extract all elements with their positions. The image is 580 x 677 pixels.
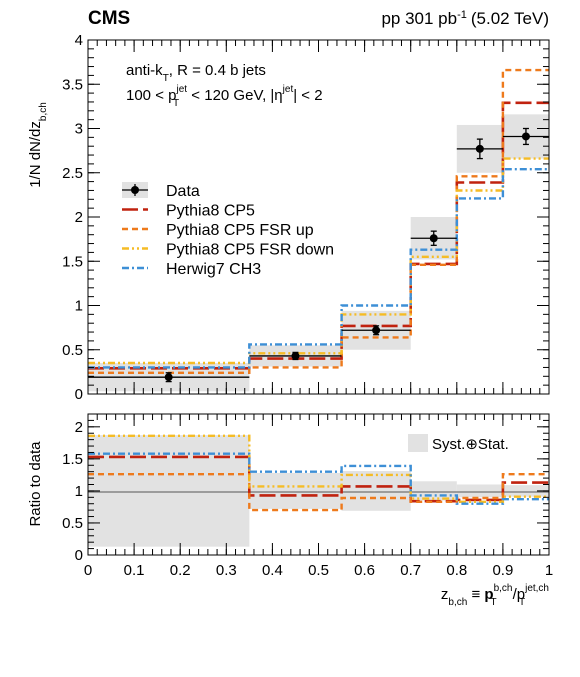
ratio-band-bin bbox=[88, 435, 250, 547]
ratio-x-axis: 0 0.1 0.2 0.3 0.4 0.5 0.6 0.7 0.8 0.9 1 bbox=[84, 414, 553, 579]
main-y-axis-label: 1/N dN/dzb,ch bbox=[27, 102, 49, 188]
main-series-line bbox=[88, 68, 549, 374]
x-tick-label: 0.5 bbox=[308, 562, 329, 579]
data-point bbox=[164, 373, 173, 382]
main-series-line bbox=[88, 168, 549, 369]
ratio-band-bin bbox=[456, 484, 503, 498]
ratio-legend-swatch bbox=[408, 434, 428, 452]
annotation-line1: anti-kT, R = 0.4 b jets bbox=[126, 62, 266, 84]
ratio-y-axis: 0 0.5 1 1.5 2 bbox=[62, 413, 549, 564]
y-tick-label: 3 bbox=[75, 121, 83, 138]
ratio-band-bin bbox=[341, 471, 411, 511]
y-tick-label: 0 bbox=[75, 386, 83, 403]
ratio-series-line bbox=[88, 452, 549, 505]
ratio-band-bin bbox=[249, 472, 342, 509]
main-series-line bbox=[88, 157, 549, 365]
y-tick-label: 1 bbox=[75, 298, 83, 315]
main-mc-series bbox=[88, 68, 549, 374]
x-tick-label: 0.9 bbox=[492, 562, 513, 579]
data-point bbox=[291, 351, 300, 360]
y-tick-label: 0 bbox=[75, 547, 83, 564]
x-tick-label: 0 bbox=[84, 562, 92, 579]
ratio-series-line bbox=[88, 473, 549, 512]
ratio-series-line bbox=[88, 434, 549, 503]
annotation-line2: 100 < pjet T < 120 GeV, |ηjet| < 2 bbox=[126, 84, 323, 109]
legend-label: Herwig7 CH3 bbox=[166, 261, 261, 278]
legend-label: Data bbox=[166, 183, 200, 200]
y-tick-label: 0.5 bbox=[62, 515, 83, 532]
ratio-series-line bbox=[88, 455, 549, 503]
main-y-axis: 0 0.5 1 1.5 2 2.5 3 3.5 4 bbox=[62, 32, 549, 403]
lumi-label: pp 301 pb-1 (5.02 TeV) bbox=[381, 9, 549, 28]
legend-label: Pythia8 CP5 FSR down bbox=[166, 242, 334, 259]
ratio-legend-label: Syst.⊕Stat. bbox=[432, 436, 509, 453]
x-tick-label: 0.2 bbox=[170, 562, 191, 579]
main-data-points bbox=[88, 127, 549, 383]
y-tick-label: 2.5 bbox=[62, 165, 83, 182]
experiment-label: CMS bbox=[88, 8, 130, 29]
x-tick-label: 0.7 bbox=[400, 562, 421, 579]
y-tick-label: 2 bbox=[75, 209, 83, 226]
x-tick-label: 0.4 bbox=[262, 562, 283, 579]
x-tick-label: 0.1 bbox=[124, 562, 145, 579]
legend-label: Pythia8 CP5 bbox=[166, 203, 255, 220]
y-tick-label: 3.5 bbox=[62, 76, 83, 93]
x-tick-label: 0.6 bbox=[354, 562, 375, 579]
y-tick-label: 1.5 bbox=[62, 451, 83, 468]
legend-label: Pythia8 CP5 FSR up bbox=[166, 222, 314, 239]
x-tick-label: 1 bbox=[545, 562, 553, 579]
y-tick-label: 1 bbox=[75, 483, 83, 500]
y-tick-label: 1.5 bbox=[62, 253, 83, 270]
data-point bbox=[429, 234, 438, 243]
ratio-y-axis-label: Ratio to data bbox=[27, 441, 44, 527]
y-tick-label: 4 bbox=[75, 32, 83, 49]
data-point bbox=[475, 144, 484, 153]
y-tick-label: 0.5 bbox=[62, 342, 83, 359]
y-tick-label: 2 bbox=[75, 419, 83, 436]
x-tick-label: 0.8 bbox=[446, 562, 467, 579]
legend-data-marker bbox=[131, 186, 139, 194]
main-legend: Data Pythia8 CP5 Pythia8 CP5 FSR up Pythia8… bbox=[122, 182, 334, 278]
ratio-band-bin bbox=[502, 485, 549, 497]
main-x-ticks bbox=[87, 40, 550, 394]
data-point bbox=[521, 132, 530, 141]
ratio-mc-series bbox=[88, 434, 549, 512]
data-point bbox=[372, 326, 381, 335]
x-axis-label: zb,ch ≡ pb,ch T/pjet,ch T bbox=[441, 583, 549, 608]
x-tick-label: 0.3 bbox=[216, 562, 237, 579]
